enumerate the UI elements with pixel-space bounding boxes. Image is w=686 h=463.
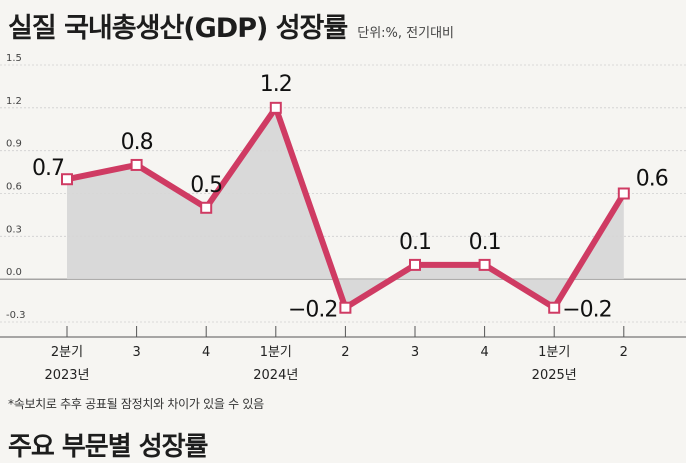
data-label: 1.2 <box>260 72 292 97</box>
y-tick-label: 1.5 <box>6 53 22 64</box>
chart-title: 실질 국내총생산(GDP) 성장률 <box>8 13 348 44</box>
x-tick-label: 2 <box>341 345 349 360</box>
next-section-title: 주요 부문별 성장률 <box>8 432 208 462</box>
x-tick-label: 3 <box>132 345 140 360</box>
unit-label: 단위:%, 전기대비 <box>357 26 455 41</box>
y-tick-label: -0.3 <box>6 310 26 321</box>
data-point <box>339 301 352 314</box>
data-label: 0.7 <box>32 156 64 181</box>
x-tick-label: 2분기 <box>51 345 83 360</box>
data-label: 0.1 <box>399 230 431 255</box>
footnote: *속보치로 추후 공표될 잠정치와 차이가 있을 수 있음 <box>8 397 264 411</box>
line-chart: 1.5 1.2 0.9 0.6 0.3 0.0 -0.3 2분기 3 4 1분기 2 3 4 1분기 2 202… <box>0 53 686 383</box>
x-tick-label: 1분기 <box>260 345 292 360</box>
year-label: 2023년 <box>44 368 89 383</box>
y-tick-label: 0.9 <box>6 139 22 150</box>
x-tick-label: 2 <box>620 345 628 360</box>
year-label: 2025년 <box>532 368 577 383</box>
data-point <box>130 158 143 171</box>
y-tick-label: 1.2 <box>6 96 22 107</box>
y-tick-label: 0.6 <box>6 182 22 193</box>
data-point <box>200 201 213 214</box>
data-label: −0.2 <box>562 298 611 323</box>
x-tick-label: 3 <box>411 345 419 360</box>
data-point <box>409 258 421 271</box>
x-tick-label: 4 <box>202 345 210 360</box>
y-tick-label: 0.0 <box>6 267 22 278</box>
data-point <box>478 258 491 271</box>
year-label: 2024년 <box>253 368 298 383</box>
data-label: 0.5 <box>190 173 222 198</box>
y-tick-label: 0.3 <box>6 224 22 235</box>
data-point <box>548 301 561 314</box>
title-row: 실질 국내총생산(GDP) 성장률 단위:%, 전기대비 <box>8 6 454 50</box>
data-label: 0.6 <box>636 167 668 192</box>
area-fill <box>67 107 624 308</box>
x-tick-label: 4 <box>480 345 488 360</box>
data-label: −0.2 <box>288 298 337 323</box>
data-point <box>61 173 73 186</box>
data-point <box>269 101 282 114</box>
data-label: 0.8 <box>121 130 153 155</box>
data-point <box>617 187 630 200</box>
x-tick-label: 1분기 <box>538 345 570 360</box>
data-label: 0.1 <box>469 230 501 255</box>
